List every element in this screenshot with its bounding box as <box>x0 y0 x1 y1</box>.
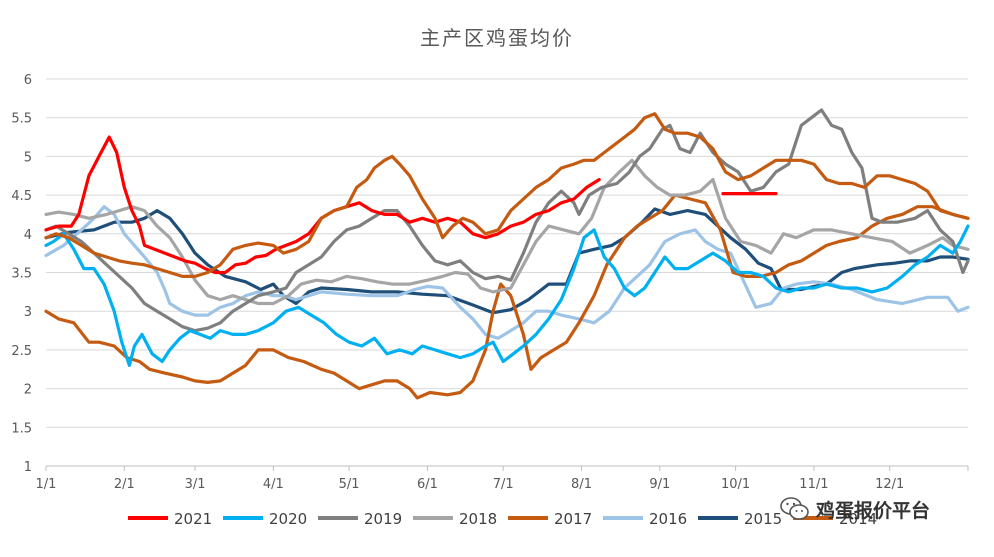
x-tick-label: 6/1 <box>417 477 438 492</box>
x-tick-label: 2/1 <box>114 477 135 492</box>
y-tick-label: 3.5 <box>11 267 32 282</box>
x-tick-label: 1/1 <box>36 477 57 492</box>
legend-label-2021: 2021 <box>174 510 212 528</box>
series-line-2014 <box>44 112 970 278</box>
series-line-2021 <box>44 135 601 275</box>
series-line-2016 <box>44 205 970 340</box>
x-tick-label: 5/1 <box>339 477 360 492</box>
chart-title: 主产区鸡蛋均价 <box>420 26 574 50</box>
y-tick-label: 4 <box>24 228 32 243</box>
legend-label-2014: 2014 <box>839 510 877 528</box>
y-tick-label: 1.5 <box>11 421 32 436</box>
y-tick-label: 3 <box>24 305 32 320</box>
series-line-2017 <box>44 193 970 400</box>
legend-label-2019: 2019 <box>364 510 402 528</box>
y-tick-label: 1 <box>24 460 32 475</box>
legend-label-2017: 2017 <box>554 510 592 528</box>
legend-label-2016: 2016 <box>649 510 687 528</box>
y-tick-label: 2.5 <box>11 344 32 359</box>
wechat-logo-icon <box>780 497 809 520</box>
y-tick-label: 5.5 <box>11 112 32 127</box>
y-tick-label: 4.5 <box>11 189 32 204</box>
y-tick-label: 6 <box>24 73 32 88</box>
series-line-2019 <box>44 108 970 333</box>
series-line-2020 <box>44 224 970 367</box>
watermark: 鸡蛋报价平台 <box>780 496 930 522</box>
x-tick-label: 8/1 <box>571 477 592 492</box>
x-tick-label: 12/1 <box>875 477 904 492</box>
legend-label-2020: 2020 <box>269 510 307 528</box>
x-tick-label: 11/1 <box>799 477 828 492</box>
x-tick-label: 7/1 <box>493 477 514 492</box>
x-tick-label: 3/1 <box>185 477 206 492</box>
x-tick-label: 9/1 <box>649 477 670 492</box>
y-tick-label: 5 <box>24 150 32 165</box>
watermark-text: 鸡蛋报价平台 <box>816 499 931 522</box>
x-tick-label: 4/1 <box>263 477 284 492</box>
x-tick-label: 10/1 <box>721 477 750 492</box>
series-line-2018 <box>44 158 970 306</box>
legend-label-2015: 2015 <box>744 510 782 528</box>
y-tick-label: 2 <box>24 383 32 398</box>
legend-label-2018: 2018 <box>459 510 497 528</box>
